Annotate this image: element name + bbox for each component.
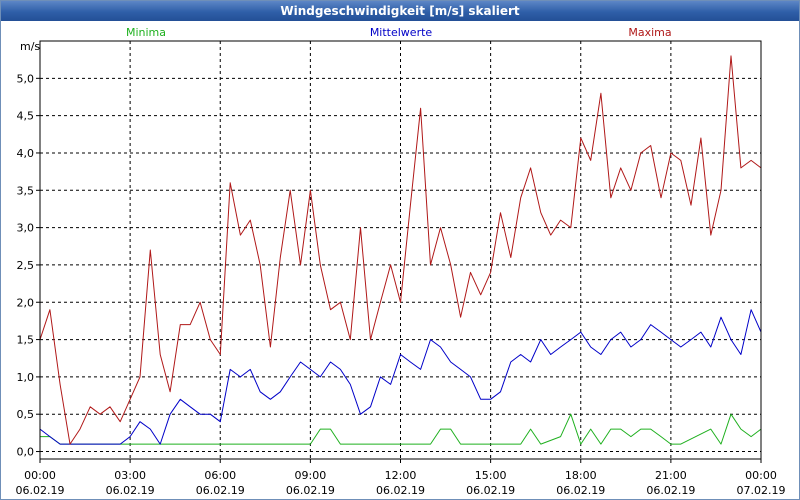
legend-maxima: Maxima	[628, 26, 671, 39]
y-axis: 0,0 0,5 1,0 1,5 2,0 2,5 3,0 3,5 4,0 4,5 5,0	[17, 72, 40, 459]
series-lines	[39, 55, 762, 445]
x-tick-time-label: 00:00	[24, 469, 56, 482]
y-tick-label: 1,0	[17, 371, 35, 384]
x-tick-time-label: 12:00	[385, 469, 417, 482]
series-line-maxima	[39, 55, 762, 445]
y-tick-label: 4,0	[17, 147, 35, 160]
y-tick-label: 5,0	[17, 72, 35, 85]
x-tick-date-label: 06.02.19	[466, 484, 515, 497]
x-tick-time-label: 09:00	[295, 469, 327, 482]
y-tick-label: 4,5	[17, 110, 35, 123]
legend-minima: Minima	[126, 26, 166, 39]
x-tick-date-label: 06.02.19	[106, 484, 155, 497]
y-tick-label: 1,5	[17, 334, 35, 347]
x-tick-time-label: 03:00	[114, 469, 146, 482]
grid	[40, 41, 761, 459]
series-line-minima	[40, 413, 762, 445]
y-tick-label: 3,0	[17, 222, 35, 235]
y-tick-label: 0,5	[17, 408, 35, 421]
window-title: Windgeschwindigkeit [m/s] skaliert	[1, 1, 799, 21]
y-tick-label: 0,0	[17, 446, 35, 459]
y-tick-label: 2,0	[17, 296, 35, 309]
y-tick-label: 2,5	[17, 259, 35, 272]
x-axis: 00:00 06.02.19 03:00 06.02.19 06:00 06.02.19 0…	[16, 459, 786, 497]
series-line-mittelwerte	[39, 309, 762, 445]
x-tick-time-label: 00:00	[745, 469, 777, 482]
x-tick-date-label: 06.02.19	[646, 484, 695, 497]
x-tick-time-label: 15:00	[475, 469, 507, 482]
x-tick-time-label: 18:00	[565, 469, 597, 482]
legend-mittelwerte: Mittelwerte	[370, 26, 433, 39]
x-tick-date-label: 06.02.19	[196, 484, 245, 497]
x-tick-date-label: 06.02.19	[16, 484, 65, 497]
y-tick-label: 3,5	[17, 184, 35, 197]
y-axis-unit-label: m/s	[20, 40, 40, 53]
x-tick-date-label: 06.02.19	[556, 484, 605, 497]
x-tick-date-label: 06.02.19	[376, 484, 425, 497]
x-tick-time-label: 06:00	[204, 469, 236, 482]
x-tick-time-label: 21:00	[655, 469, 687, 482]
x-tick-date-label: 06.02.19	[286, 484, 335, 497]
x-tick-date-label: 07.02.19	[737, 484, 786, 497]
